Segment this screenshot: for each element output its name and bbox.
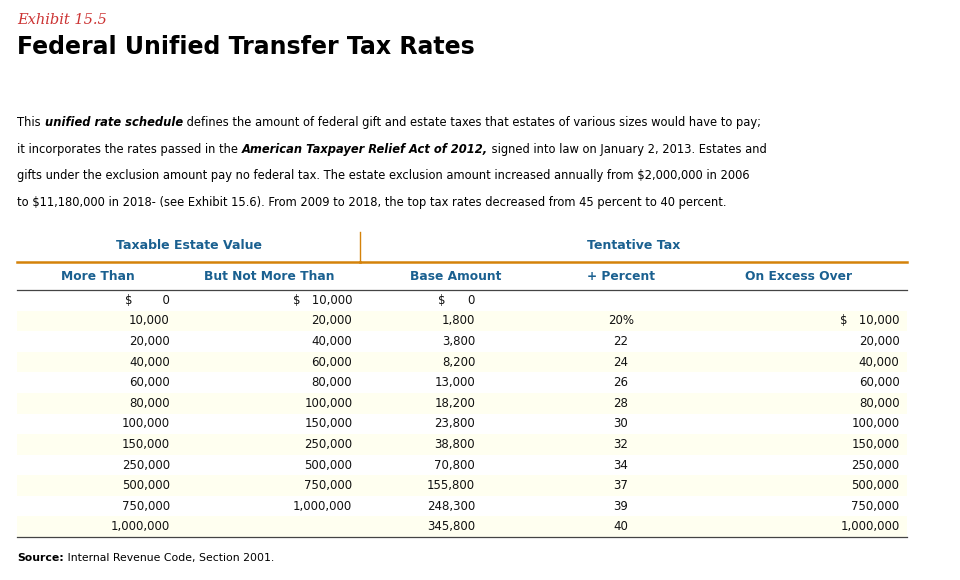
Bar — [17, 351, 907, 372]
Text: 155,800: 155,800 — [427, 479, 475, 492]
Text: 22: 22 — [613, 335, 628, 348]
Text: 100,000: 100,000 — [304, 397, 352, 409]
Text: 20%: 20% — [608, 314, 634, 327]
Text: 60,000: 60,000 — [130, 376, 170, 389]
Text: 1,000,000: 1,000,000 — [840, 520, 900, 533]
Text: 26: 26 — [613, 376, 628, 389]
Text: 345,800: 345,800 — [427, 520, 475, 533]
Text: 80,000: 80,000 — [859, 397, 900, 409]
Text: 3,800: 3,800 — [442, 335, 475, 348]
Text: 100,000: 100,000 — [122, 418, 170, 430]
Text: 1,800: 1,800 — [442, 314, 475, 327]
Text: 34: 34 — [613, 459, 628, 472]
Text: 250,000: 250,000 — [852, 459, 900, 472]
Text: 28: 28 — [613, 397, 628, 409]
Text: 500,000: 500,000 — [304, 459, 352, 472]
Text: $   10,000: $ 10,000 — [840, 314, 900, 327]
Text: 32: 32 — [613, 438, 628, 451]
Text: 250,000: 250,000 — [304, 438, 352, 451]
Text: Source:: Source: — [17, 553, 64, 563]
Text: 1,000,000: 1,000,000 — [110, 520, 170, 533]
Text: defines the amount of federal gift and estate taxes that estates of various size: defines the amount of federal gift and e… — [182, 116, 760, 129]
Text: 750,000: 750,000 — [852, 500, 900, 513]
Text: 37: 37 — [613, 479, 628, 492]
Text: 40,000: 40,000 — [130, 356, 170, 368]
Text: 250,000: 250,000 — [122, 459, 170, 472]
Text: to $11,180,000 in 2018- (see Exhibit 15.6). From 2009 to 2018, the top tax rates: to $11,180,000 in 2018- (see Exhibit 15.… — [17, 196, 727, 209]
Text: Taxable Estate Value: Taxable Estate Value — [115, 239, 262, 252]
Text: 80,000: 80,000 — [312, 376, 352, 389]
Text: 150,000: 150,000 — [304, 418, 352, 430]
Text: Tentative Tax: Tentative Tax — [587, 239, 681, 252]
Text: it incorporates the rates passed in the: it incorporates the rates passed in the — [17, 143, 242, 155]
Text: 60,000: 60,000 — [859, 376, 900, 389]
Text: unified rate schedule: unified rate schedule — [44, 116, 182, 129]
Text: 150,000: 150,000 — [852, 438, 900, 451]
Text: 40,000: 40,000 — [312, 335, 352, 348]
Text: 150,000: 150,000 — [122, 438, 170, 451]
Text: signed into law on January 2, 2013. Estates and: signed into law on January 2, 2013. Esta… — [488, 143, 767, 155]
Text: 10,000: 10,000 — [130, 314, 170, 327]
Text: 500,000: 500,000 — [122, 479, 170, 492]
Text: 13,000: 13,000 — [435, 376, 475, 389]
Text: 500,000: 500,000 — [852, 479, 900, 492]
Text: 20,000: 20,000 — [312, 314, 352, 327]
Text: More Than: More Than — [60, 270, 134, 282]
Text: 24: 24 — [613, 356, 628, 368]
Text: 248,300: 248,300 — [427, 500, 475, 513]
Bar — [17, 434, 907, 455]
Text: 750,000: 750,000 — [122, 500, 170, 513]
Text: gifts under the exclusion amount pay no federal tax. The estate exclusion amount: gifts under the exclusion amount pay no … — [17, 169, 750, 182]
Bar — [17, 393, 907, 414]
Text: 38,800: 38,800 — [435, 438, 475, 451]
Text: 70,800: 70,800 — [435, 459, 475, 472]
Text: Exhibit 15.5: Exhibit 15.5 — [17, 13, 107, 27]
Text: 60,000: 60,000 — [312, 356, 352, 368]
Text: 40: 40 — [613, 520, 628, 533]
Text: 40,000: 40,000 — [859, 356, 900, 368]
Text: 30: 30 — [613, 418, 628, 430]
Text: + Percent: + Percent — [587, 270, 655, 282]
Text: 20,000: 20,000 — [859, 335, 900, 348]
Text: 100,000: 100,000 — [852, 418, 900, 430]
Text: 750,000: 750,000 — [304, 479, 352, 492]
Text: But Not More Than: But Not More Than — [204, 270, 334, 282]
Text: 1,000,000: 1,000,000 — [293, 500, 352, 513]
Text: Base Amount: Base Amount — [410, 270, 502, 282]
Bar — [17, 476, 907, 496]
Text: 18,200: 18,200 — [434, 397, 475, 409]
Text: 80,000: 80,000 — [130, 397, 170, 409]
Text: American Taxpayer Relief Act of 2012,: American Taxpayer Relief Act of 2012, — [242, 143, 488, 155]
Text: Federal Unified Transfer Tax Rates: Federal Unified Transfer Tax Rates — [17, 35, 475, 59]
Text: 20,000: 20,000 — [130, 335, 170, 348]
Bar — [17, 517, 907, 537]
Text: $   10,000: $ 10,000 — [293, 294, 352, 307]
Text: On Excess Over: On Excess Over — [745, 270, 852, 282]
Text: Internal Revenue Code, Section 2001.: Internal Revenue Code, Section 2001. — [64, 553, 275, 563]
Text: 23,800: 23,800 — [435, 418, 475, 430]
Text: $        0: $ 0 — [125, 294, 170, 307]
Text: $      0: $ 0 — [438, 294, 475, 307]
Text: 8,200: 8,200 — [442, 356, 475, 368]
Text: 39: 39 — [613, 500, 628, 513]
Bar — [17, 311, 907, 331]
Text: This: This — [17, 116, 44, 129]
